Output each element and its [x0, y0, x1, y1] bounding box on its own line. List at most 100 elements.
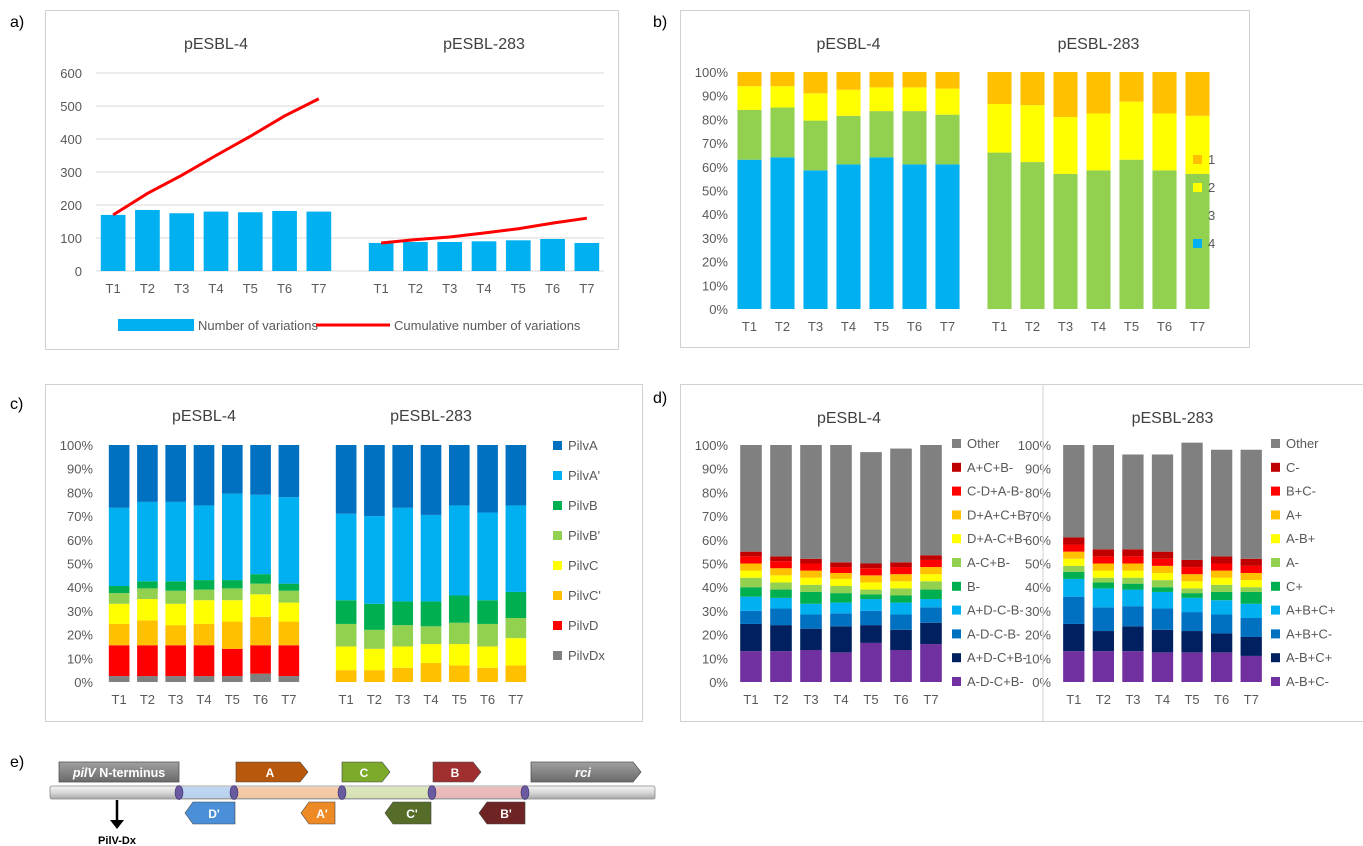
d-bar-segment: [860, 625, 882, 643]
d-bar-segment: [830, 586, 852, 594]
d-legend-label: A+C+B-: [967, 460, 1013, 475]
b-xtick-label: T1: [742, 319, 757, 334]
d-xtick-label: T6: [893, 692, 908, 707]
b-xtick-label: T7: [1190, 319, 1205, 334]
segment-label-bottom: A': [316, 807, 328, 821]
d-bar-segment: [1151, 629, 1174, 653]
a-group-title: pESBL-4: [184, 36, 248, 53]
a-xtick-label: T2: [140, 281, 155, 296]
c-ytick-label: 80%: [67, 485, 93, 500]
region-c: [345, 787, 433, 798]
c-ytick-label: 30%: [67, 604, 93, 619]
b-bar-segment: [935, 114, 960, 165]
c-bar-segment: [477, 623, 498, 647]
recombination-site: [427, 785, 437, 800]
d-bar-segment: [830, 445, 852, 563]
b-xtick-label: T7: [940, 319, 955, 334]
d-bar-segment: [1210, 652, 1233, 682]
c-bar-segment: [392, 445, 414, 508]
d-legend-swatch: [952, 581, 961, 591]
d-legend-swatch: [952, 486, 961, 496]
d-bar-segment: [1063, 623, 1085, 652]
c-xtick-label: T3: [168, 692, 183, 707]
c-xtick-label: T5: [225, 692, 240, 707]
c-bar-segment: [193, 676, 215, 682]
a-xtick-label: T3: [442, 281, 457, 296]
c-bar-segment: [108, 603, 130, 624]
b-bar-segment: [1152, 72, 1177, 114]
d-bar-segment: [770, 582, 792, 590]
d-ytick-label: 60%: [702, 533, 728, 548]
c-bar-segment: [250, 616, 271, 646]
d-legend-swatch: [952, 605, 961, 615]
panel-a: 0 100 200 300 400 500 600 pESBL-4 T1 T2 T3 T4 T5 T6 T7…: [45, 10, 619, 350]
c-bar-segment: [250, 445, 271, 495]
c-bar-segment: [221, 493, 243, 581]
d-bar-segment: [860, 575, 882, 583]
a-cumulative-line: [112, 97, 320, 217]
c-bar-segment: [193, 445, 215, 506]
d-xtick-label: T4: [833, 692, 848, 707]
c-bar-segment: [364, 516, 385, 604]
d-legend-label: A+B+C-: [1286, 626, 1332, 641]
d-bar-segment: [1240, 449, 1262, 559]
d-bar-segment: [1151, 454, 1174, 552]
c-legend-label: PilvB': [568, 528, 600, 543]
d-bar-segment: [1092, 582, 1115, 589]
d-bar-segment: [860, 568, 882, 576]
c-bar-segment: [137, 599, 158, 621]
c-bar-segment: [193, 600, 215, 624]
d-ytick-label: 40%: [702, 580, 728, 595]
segment-label-top: B: [451, 766, 460, 780]
b-bar-segment: [836, 115, 861, 165]
d-bar-segment: [1181, 442, 1203, 560]
d-legend-swatch: [952, 510, 961, 520]
d-legend-swatch: [1271, 462, 1280, 472]
a-legend-label: Number of variations: [198, 318, 318, 333]
d-ytick-label: 50%: [1025, 557, 1051, 572]
b-bar-segment: [1086, 170, 1111, 309]
d-bar-segment: [890, 650, 912, 682]
d-legend-label: A-C+B-: [967, 555, 1010, 570]
d-legend-swatch: [952, 677, 961, 686]
d-bar-segment: [1151, 558, 1174, 566]
b-xtick-label: T1: [992, 319, 1007, 334]
d-ytick-label: 80%: [1025, 485, 1051, 500]
d-bar-segment: [890, 562, 912, 568]
d-bar-segment: [890, 595, 912, 603]
panel-label-d: d): [653, 390, 668, 407]
b-bar-segment: [836, 164, 861, 309]
chart-d: 0% 10% 20% 30% 40% 50% 60% 70% 80% 90% 100% pESBL-4…: [695, 385, 1336, 721]
d-legend-label: A+B+C+: [1286, 603, 1336, 618]
b-bar-segment: [902, 72, 927, 88]
pilv-n-terminus-label: pilV N-terminus: [72, 766, 165, 780]
chart-a: 0 100 200 300 400 500 600 pESBL-4 T1 T2 T3 T4 T5 T6 T7…: [60, 36, 604, 333]
d-bar-segment: [770, 651, 792, 682]
b-xtick-label: T3: [808, 319, 823, 334]
c-bar-segment: [108, 623, 130, 646]
b-bar-segment: [1086, 113, 1111, 171]
b-bar-segment: [869, 72, 894, 88]
c-xtick-label: T2: [140, 692, 155, 707]
c-bar-segment: [448, 622, 470, 645]
c-bar-segment: [335, 513, 357, 601]
c-legend-swatch: [553, 591, 562, 600]
c-legend-label: PilvA: [568, 438, 598, 453]
b-bar-segment: [987, 152, 1012, 309]
panel-d: 0% 10% 20% 30% 40% 50% 60% 70% 80% 90% 100% pESBL-4…: [680, 384, 1363, 722]
d-bar-segment: [1092, 607, 1115, 632]
a-bar: [100, 214, 126, 271]
c-ytick-label: 20%: [67, 628, 93, 643]
d-bar-segment: [770, 589, 792, 598]
d-bar-segment: [830, 602, 852, 614]
c-bar-segment: [278, 621, 300, 646]
b-bar-segment: [770, 86, 795, 108]
panel-c: 0% 10% 20% 30% 40% 50% 60% 70% 80% 90% 100% pESBL-4…: [45, 384, 643, 722]
segment-label-top: C: [360, 766, 369, 780]
b-legend-label: 3: [1208, 208, 1215, 223]
d-bar-segment: [1210, 570, 1233, 578]
c-bar-segment: [165, 581, 187, 591]
d-legend-label: A-D-C-B-: [967, 626, 1020, 641]
d-legend-label: A+D-C+B-: [967, 650, 1027, 665]
b-bar-segment: [1020, 72, 1045, 106]
